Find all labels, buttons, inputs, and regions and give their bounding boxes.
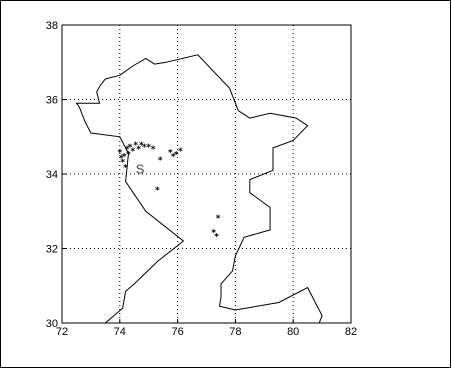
event-point: * <box>211 229 216 239</box>
event-point: * <box>173 151 178 161</box>
x-tick-label: 80 <box>287 326 299 338</box>
x-axis-tick-labels: 72 74 76 78 80 82 <box>56 326 357 338</box>
x-tick-label: 76 <box>171 326 183 338</box>
x-tick-label: 74 <box>114 326 126 338</box>
x-tick-label: 82 <box>345 326 357 338</box>
axis-ticks <box>61 24 352 324</box>
x-tick-label: 78 <box>229 326 241 338</box>
event-point: * <box>123 164 128 174</box>
event-point: * <box>142 143 147 153</box>
event-point: * <box>155 186 160 196</box>
event-point: * <box>121 152 126 162</box>
y-tick-label: 38 <box>46 20 58 32</box>
event-point: * <box>146 143 151 153</box>
event-point: * <box>127 143 132 153</box>
event-point: * <box>133 141 138 151</box>
event-point: * <box>139 141 144 151</box>
grid-lines <box>62 25 351 323</box>
y-tick-label: 36 <box>46 95 58 107</box>
event-point: * <box>171 152 176 162</box>
event-points: ************************ <box>117 141 221 242</box>
event-point: * <box>119 154 124 164</box>
event-point: * <box>117 149 122 159</box>
event-point: * <box>214 232 219 242</box>
event-point: * <box>130 147 135 157</box>
x-tick-label: 72 <box>56 326 68 338</box>
station-label: S <box>136 161 145 176</box>
event-point: * <box>136 145 141 155</box>
y-tick-label: 30 <box>46 318 58 330</box>
y-axis-tick-labels: 30 32 34 36 38 <box>46 20 58 330</box>
event-point: * <box>126 151 131 161</box>
region-boundary <box>75 54 323 324</box>
event-point: * <box>158 156 163 166</box>
event-point: * <box>120 158 125 168</box>
y-tick-label: 32 <box>46 244 58 256</box>
event-point: * <box>168 149 173 159</box>
y-tick-label: 34 <box>46 169 58 181</box>
event-point: * <box>124 145 129 155</box>
event-point: * <box>150 145 155 155</box>
event-point: * <box>178 147 183 157</box>
event-point: * <box>215 214 220 224</box>
